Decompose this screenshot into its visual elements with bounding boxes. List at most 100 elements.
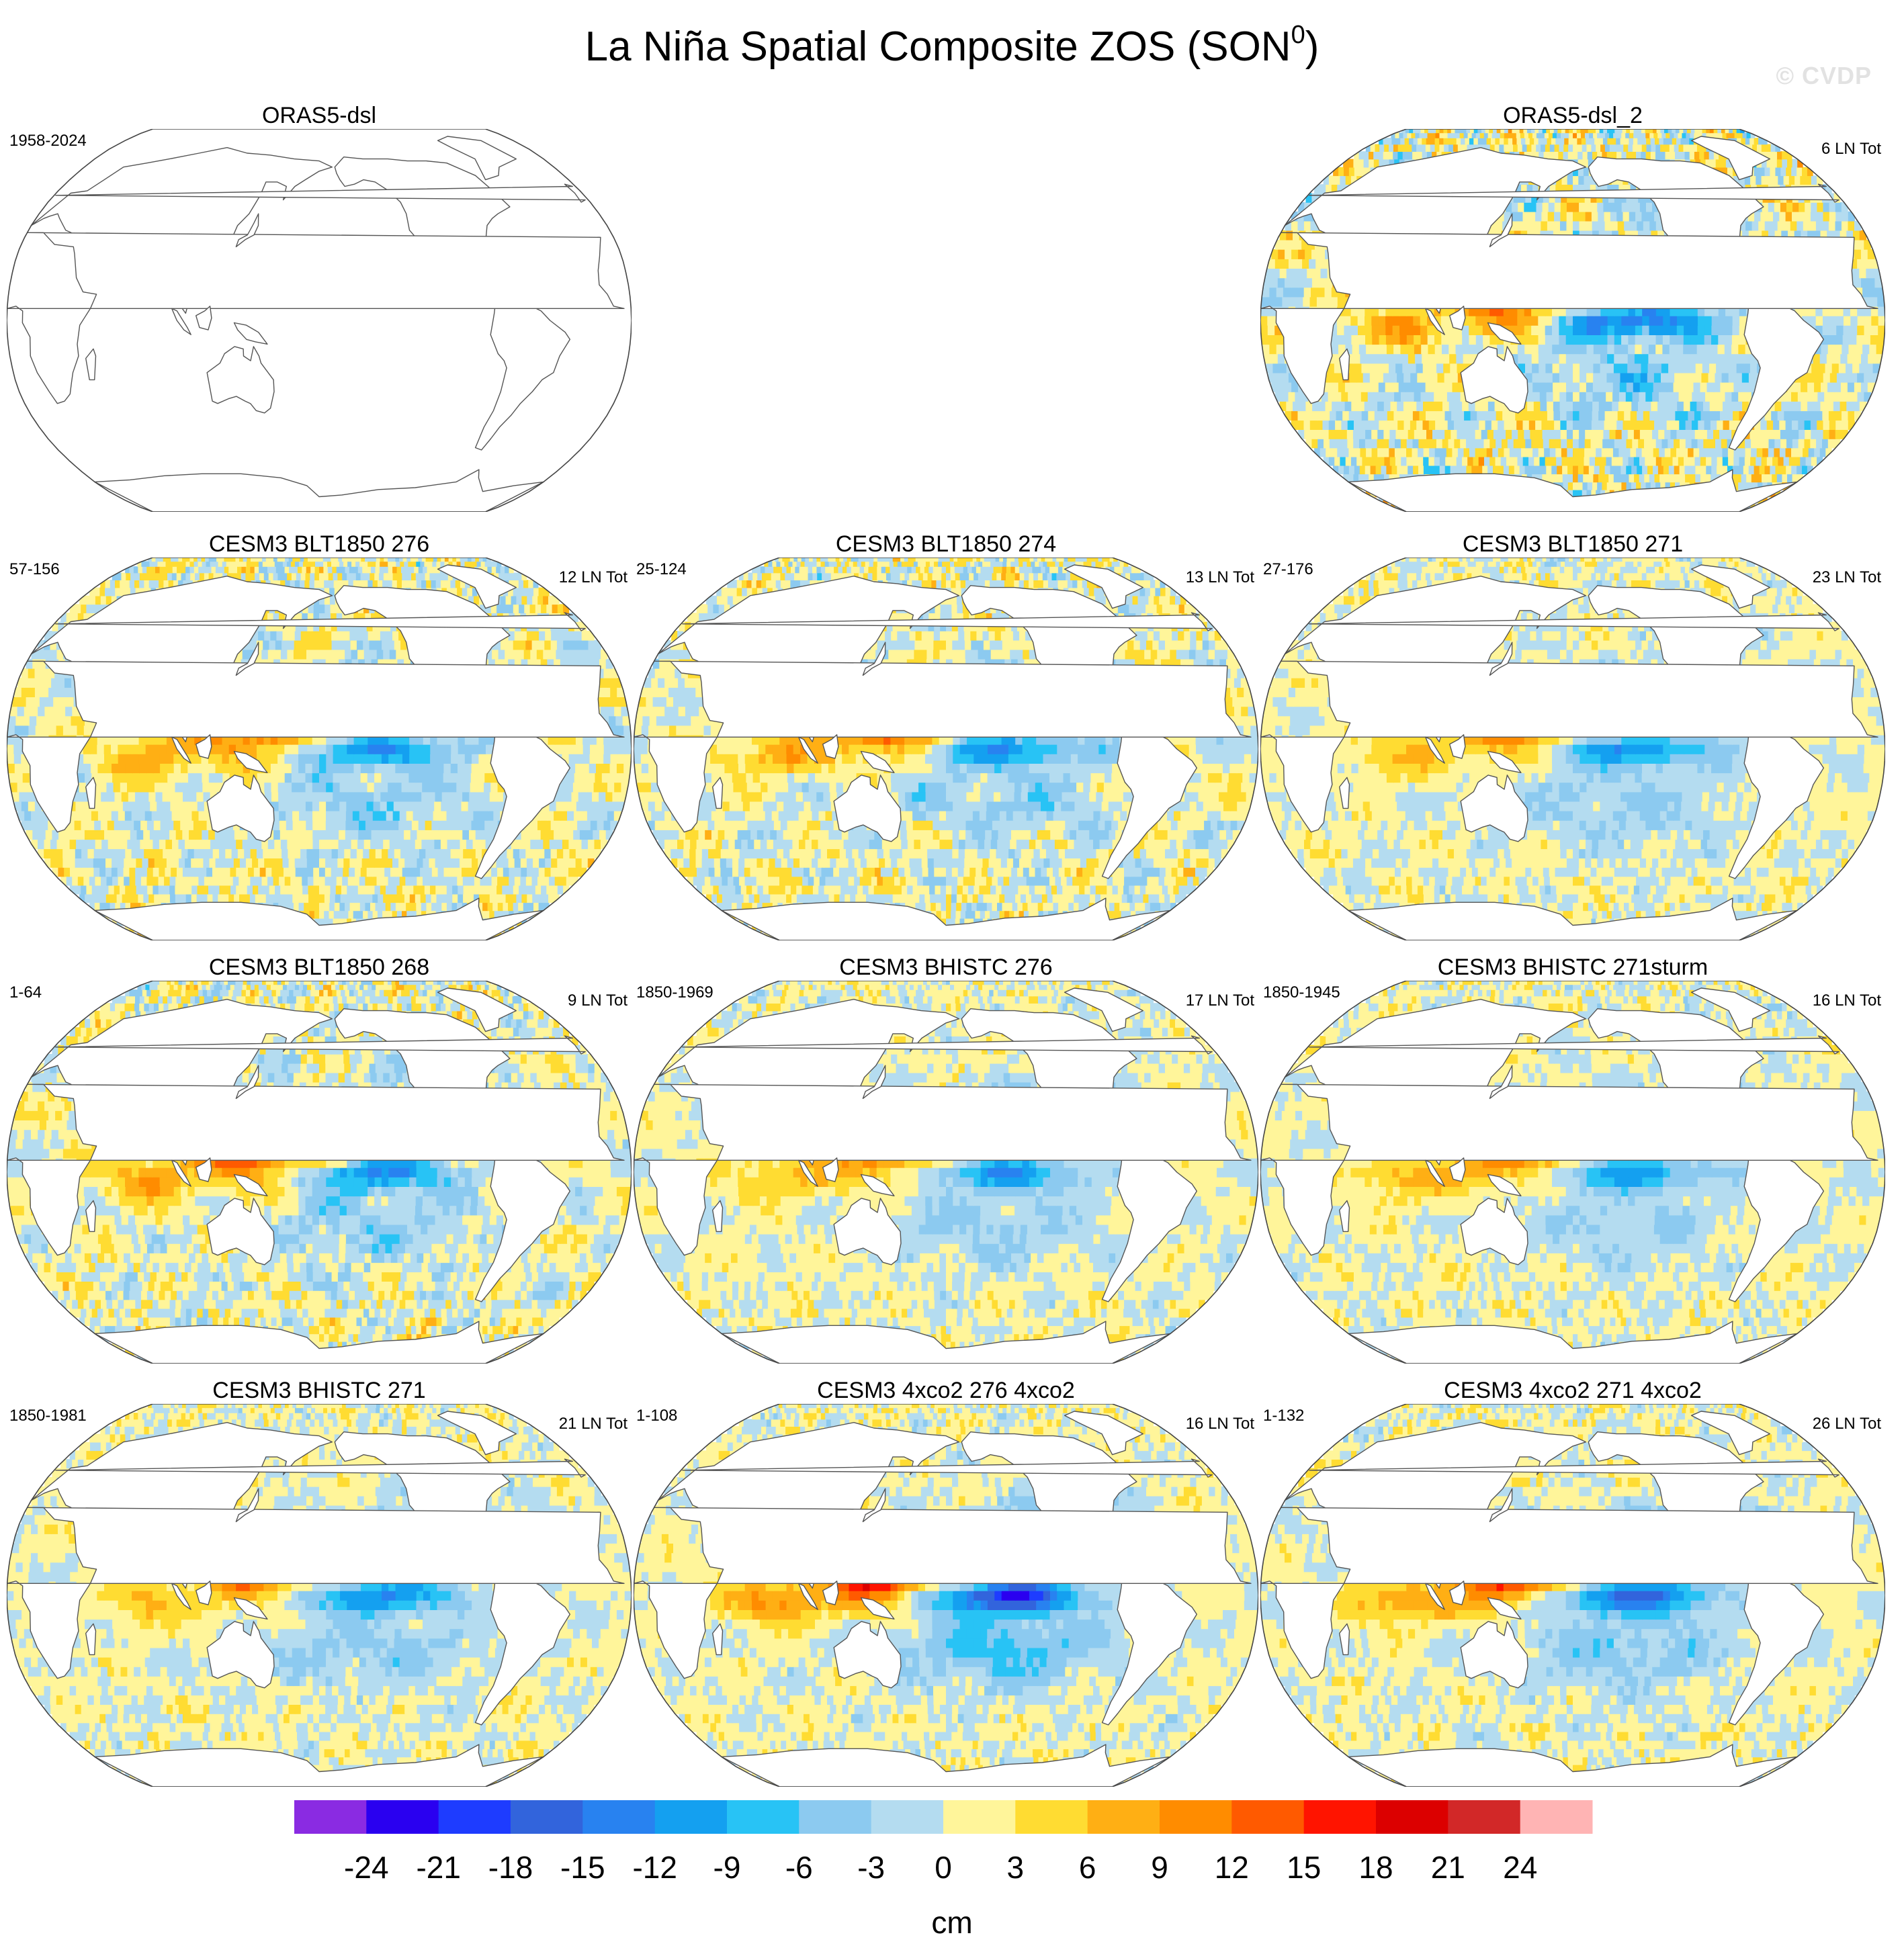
- field-cell: [408, 867, 415, 877]
- field-cell: [1552, 474, 1558, 483]
- field-cell: [1527, 401, 1534, 412]
- field-cell: [1718, 325, 1726, 335]
- field-cell: [1613, 132, 1618, 138]
- field-cell: [342, 876, 349, 886]
- field-cell: [1609, 202, 1616, 212]
- field-cell: [1621, 335, 1629, 345]
- field-cell: [1552, 363, 1560, 373]
- field-cell: [1286, 401, 1293, 412]
- field-cell: [1432, 129, 1436, 134]
- field-cell: [1792, 159, 1798, 168]
- field-cell: [1579, 211, 1586, 222]
- field-cell: [1621, 202, 1629, 212]
- field-cell: [1809, 315, 1817, 326]
- field-cell: [1733, 175, 1740, 185]
- field-cell: [1771, 410, 1778, 421]
- field-cell: [1804, 211, 1811, 222]
- field-cell: [1586, 315, 1594, 326]
- field-cell: [214, 885, 220, 895]
- field-cell: [1680, 382, 1688, 392]
- field-cell: [1354, 465, 1360, 475]
- field-cell: [1586, 401, 1593, 412]
- field-cell: [1471, 132, 1477, 138]
- field-cell: [1639, 429, 1647, 439]
- field-cell: [1588, 474, 1594, 483]
- field-cell: [434, 876, 441, 886]
- field-cell: [1855, 344, 1863, 355]
- field-cell: [1395, 132, 1400, 138]
- field-cell: [1565, 325, 1573, 335]
- field-cell: [1809, 372, 1817, 383]
- field-cell: [1389, 439, 1395, 449]
- field-cell: [1295, 259, 1303, 269]
- field-cell: [1695, 363, 1703, 373]
- field-cell: [1728, 372, 1736, 383]
- field-cell: [1740, 382, 1748, 392]
- field-cell: [1844, 392, 1852, 402]
- field-cell: [1620, 344, 1629, 355]
- field-cell: [343, 910, 349, 919]
- field-cell: [85, 893, 91, 903]
- field-cell: [1318, 249, 1326, 259]
- field-cell: [1720, 410, 1727, 421]
- field-cell: [120, 902, 126, 912]
- field-cell: [1864, 259, 1872, 269]
- field-cell: [95, 893, 101, 903]
- field-cell: [1723, 401, 1730, 412]
- field-cell: [1684, 315, 1692, 326]
- field-cell: [1593, 372, 1601, 383]
- field-cell: [1389, 456, 1396, 466]
- field-cell: [1523, 129, 1528, 134]
- field-cell: [421, 902, 427, 912]
- field-cell: [1591, 202, 1598, 212]
- field-cell: [1635, 344, 1643, 355]
- field-cell: [1261, 335, 1269, 345]
- field-cell: [1637, 129, 1642, 134]
- field-cell: [1551, 465, 1557, 475]
- field-cell: [1416, 144, 1422, 152]
- field-cell: [1423, 465, 1430, 475]
- field-cell: [291, 885, 298, 895]
- field-cell: [1360, 447, 1367, 457]
- field-cell: [1573, 315, 1581, 326]
- field-cell: [1545, 363, 1553, 373]
- field-cell: [1586, 335, 1594, 345]
- field-cell: [1363, 474, 1369, 483]
- field-cell: [1774, 439, 1781, 449]
- field-cell: [1729, 129, 1733, 134]
- field-cell: [1479, 420, 1486, 430]
- field-cell: [1700, 465, 1706, 475]
- field-cell: [1554, 144, 1560, 152]
- field-cell: [1641, 447, 1648, 457]
- field-cell: [431, 893, 437, 903]
- field-cell: [1792, 211, 1799, 222]
- field-cell: [1632, 439, 1639, 449]
- field-cell: [1379, 456, 1385, 466]
- field-cell: [302, 885, 309, 895]
- field-cell: [1318, 401, 1326, 412]
- field-cell: [390, 902, 396, 912]
- field-cell: [1489, 144, 1496, 152]
- field-cell: [1350, 175, 1357, 185]
- field-cell: [1622, 211, 1630, 222]
- map-outline: [1260, 129, 1885, 512]
- field-cell: [1512, 456, 1518, 466]
- field-cell: [1670, 482, 1676, 490]
- field-cell: [1710, 353, 1718, 364]
- field-cell: [116, 893, 123, 903]
- field-cell: [1400, 392, 1408, 402]
- field-cell: [1532, 392, 1541, 402]
- field-cell: [1283, 287, 1291, 298]
- field-cell: [1627, 353, 1635, 364]
- field-cell: [1689, 353, 1697, 364]
- field-cell: [1477, 138, 1483, 145]
- field-cell: [1573, 439, 1580, 449]
- field-cell: [141, 867, 148, 877]
- field-cell: [1338, 382, 1346, 392]
- field-cell: [1337, 447, 1344, 457]
- field-cell: [1532, 447, 1539, 457]
- field-cell: [1384, 456, 1391, 466]
- field-cell: [1646, 382, 1654, 392]
- field-cell: [1672, 129, 1676, 134]
- field-cell: [431, 867, 439, 877]
